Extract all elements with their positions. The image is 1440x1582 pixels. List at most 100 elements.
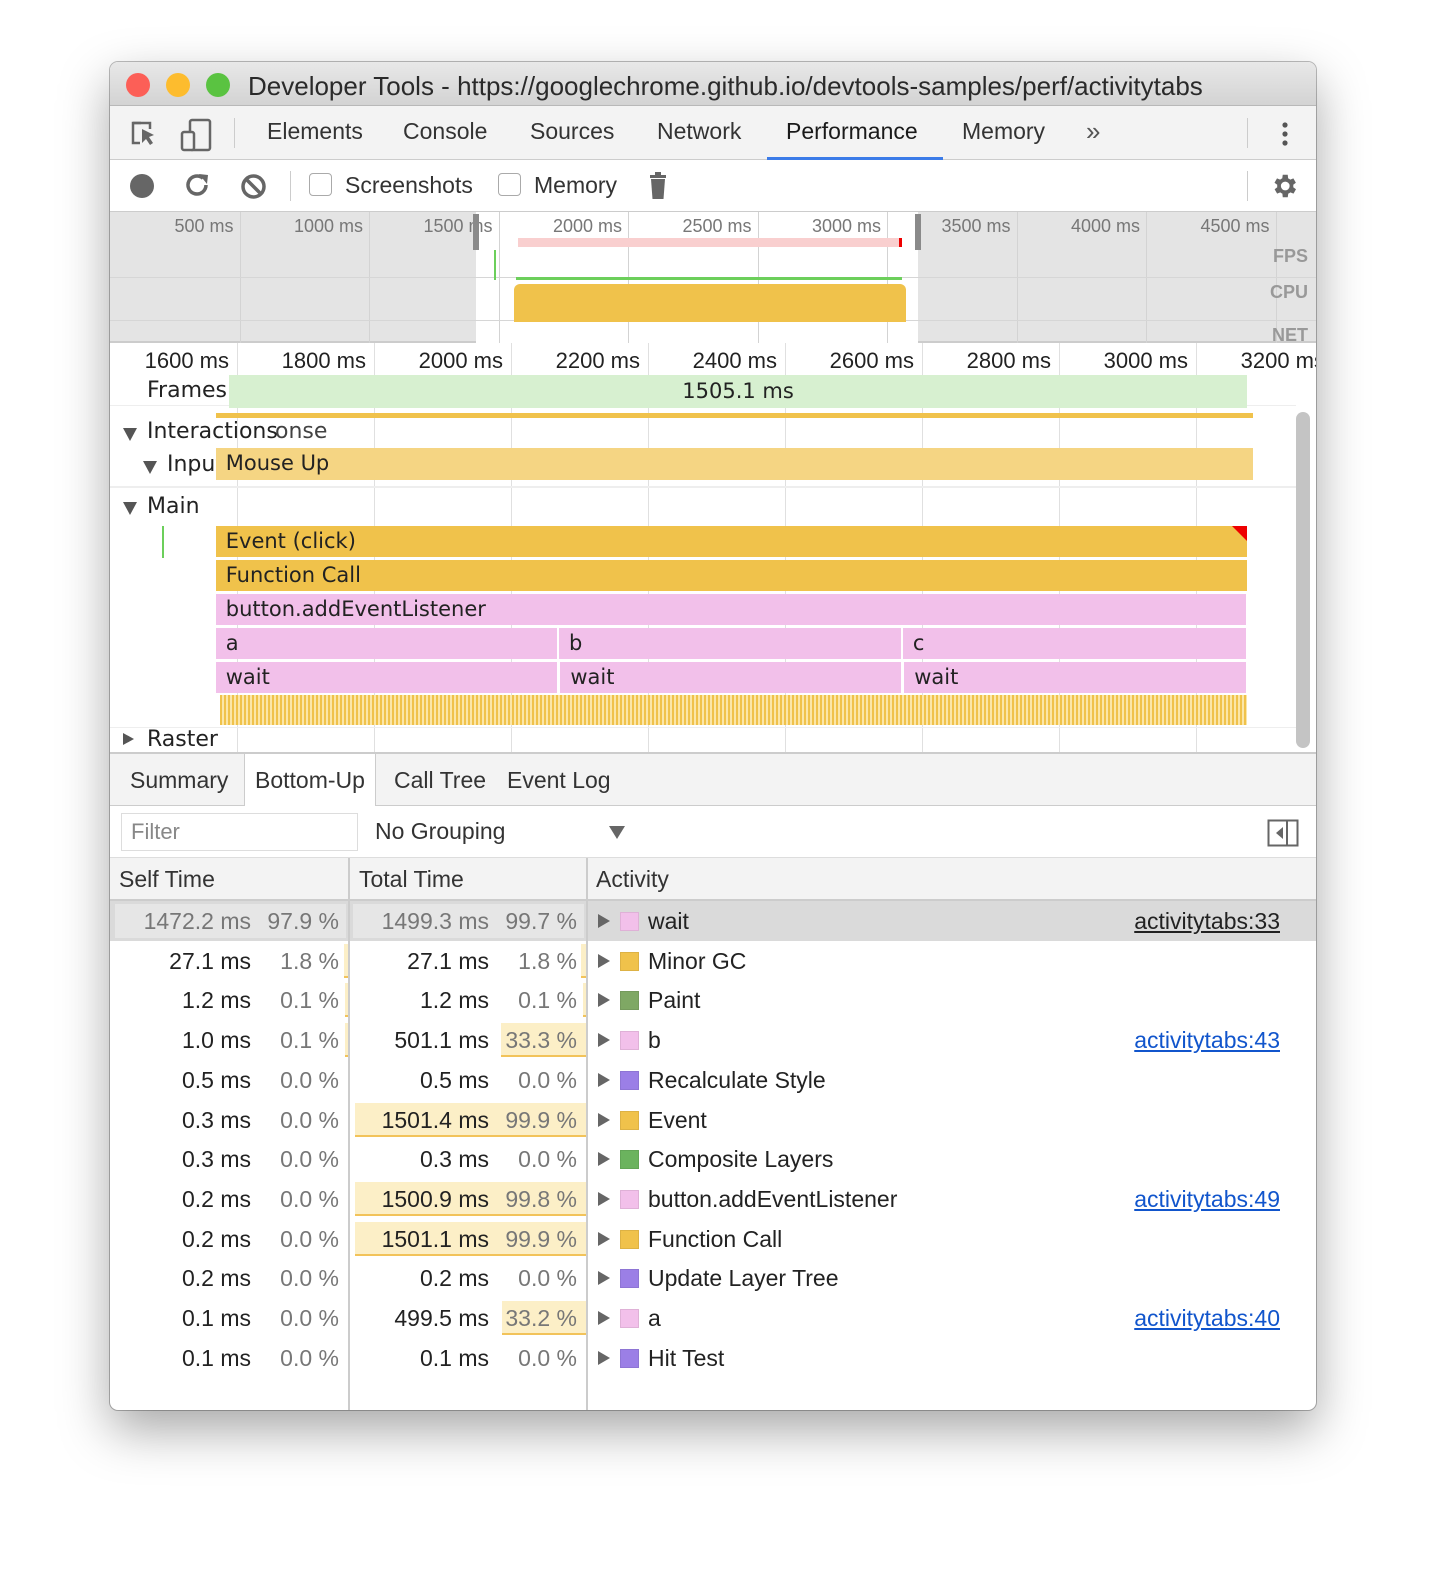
screenshots-checkbox[interactable] bbox=[309, 173, 332, 196]
flame-bar-wait[interactable]: wait bbox=[904, 662, 1246, 693]
flame-bar-button-addeventlistener[interactable]: button.addEventListener bbox=[215, 594, 1246, 625]
tab-performance[interactable]: Performance bbox=[786, 118, 918, 144]
flame-bar-function-call[interactable]: Function Call bbox=[215, 560, 1247, 591]
collapse-main-icon[interactable] bbox=[123, 502, 137, 515]
table-row[interactable]: 27.1 ms 1.8 % 27.1 ms 1.8 % Minor GC bbox=[110, 941, 1316, 981]
table-row[interactable]: 0.1 ms 0.0 % 0.1 ms 0.0 % Hit Test bbox=[110, 1338, 1316, 1378]
flame-bar-wait[interactable]: wait bbox=[560, 662, 901, 693]
tab-bottom-up[interactable]: Bottom-Up bbox=[244, 754, 376, 807]
expand-arrow-icon[interactable] bbox=[598, 1033, 610, 1048]
fps-dropped-frames-bar bbox=[517, 238, 903, 247]
selection-handle-left[interactable] bbox=[472, 214, 479, 250]
expand-arrow-icon[interactable] bbox=[598, 1072, 610, 1087]
self-time-percent: 0.0 % bbox=[280, 1344, 339, 1371]
tab-console[interactable]: Console bbox=[403, 118, 488, 144]
expand-arrow-icon[interactable] bbox=[598, 953, 610, 968]
timeline-tick-label: 2600 ms bbox=[829, 348, 914, 373]
frame-bar[interactable]: 1505.1 ms bbox=[229, 375, 1247, 408]
tab-call-tree[interactable]: Call Tree bbox=[394, 767, 487, 793]
self-time-percent: 0.0 % bbox=[280, 1066, 339, 1093]
flame-bar-wait[interactable]: wait bbox=[215, 662, 557, 693]
table-row[interactable]: 0.3 ms 0.0 % 1501.4 ms 99.9 % Event bbox=[110, 1100, 1316, 1140]
minimize-button[interactable] bbox=[166, 73, 190, 97]
expand-arrow-icon[interactable] bbox=[598, 1231, 610, 1246]
panel-tabs: Elements Console Sources Network Performance… bbox=[110, 106, 1316, 160]
tab-sources[interactable]: Sources bbox=[530, 118, 615, 144]
table-row[interactable]: 1472.2 ms 97.9 % 1499.3 ms 99.7 % wait activi… bbox=[110, 901, 1316, 941]
self-time-percent: 1.8 % bbox=[280, 947, 339, 974]
total-time-bar bbox=[501, 1023, 586, 1058]
expand-raster-icon[interactable] bbox=[123, 733, 134, 745]
cpu-label: CPU bbox=[1269, 282, 1308, 302]
tab-summary[interactable]: Summary bbox=[130, 767, 229, 793]
flame-chart[interactable]: 1600 ms 1800 ms 2000 ms 2200 ms 2400 ms 2600 … bbox=[110, 343, 1316, 752]
tab-memory[interactable]: Memory bbox=[962, 118, 1046, 144]
flame-bar-c[interactable]: c bbox=[902, 628, 1246, 659]
collapse-interactions-icon[interactable] bbox=[123, 428, 137, 441]
timeline-scrollbar[interactable] bbox=[1296, 412, 1310, 748]
tab-elements[interactable]: Elements bbox=[267, 118, 363, 144]
expand-arrow-icon[interactable] bbox=[598, 1112, 610, 1127]
expand-arrow-icon[interactable] bbox=[598, 1311, 610, 1325]
table-row[interactable]: 1.2 ms 0.1 % 1.2 ms 0.1 % Paint bbox=[110, 980, 1316, 1020]
toggle-sidebar-icon[interactable] bbox=[1267, 819, 1299, 847]
expand-arrow-icon[interactable] bbox=[598, 993, 610, 1008]
chevron-down-icon[interactable] bbox=[609, 826, 625, 839]
table-row[interactable]: 0.5 ms 0.0 % 0.5 ms 0.0 % Recalculate Style bbox=[110, 1060, 1316, 1100]
memory-checkbox[interactable] bbox=[498, 173, 521, 196]
self-time-value: 0.2 ms bbox=[181, 1225, 251, 1252]
more-vertical-icon[interactable] bbox=[1275, 120, 1295, 150]
filter-input[interactable] bbox=[121, 813, 358, 851]
close-button[interactable] bbox=[126, 73, 150, 97]
selection-handle-right[interactable] bbox=[915, 214, 922, 250]
reload-icon[interactable] bbox=[184, 172, 212, 200]
expand-arrow-icon[interactable] bbox=[598, 1191, 610, 1206]
record-icon[interactable] bbox=[129, 173, 155, 199]
overview-tick-label: 3500 ms bbox=[941, 216, 1011, 236]
table-row[interactable]: 0.2 ms 0.0 % 1501.1 ms 99.9 % Function Call bbox=[110, 1219, 1316, 1259]
source-link[interactable]: activitytabs:43 bbox=[1134, 1027, 1280, 1054]
clear-icon[interactable] bbox=[240, 173, 267, 200]
total-time-value: 0.2 ms bbox=[419, 1265, 489, 1292]
total-time-value: 1501.4 ms bbox=[381, 1106, 489, 1133]
self-time-header[interactable]: Self Time bbox=[119, 866, 215, 892]
table-row[interactable]: 0.2 ms 0.0 % 1500.9 ms 99.8 % button.addEven… bbox=[110, 1179, 1316, 1219]
activity-name: Minor GC bbox=[648, 947, 747, 974]
tab-network[interactable]: Network bbox=[657, 118, 742, 144]
tab-event-log[interactable]: Event Log bbox=[507, 767, 611, 793]
activity-header[interactable]: Activity bbox=[596, 866, 669, 892]
expand-arrow-icon[interactable] bbox=[598, 1350, 610, 1365]
table-row[interactable]: 0.3 ms 0.0 % 0.3 ms 0.0 % Composite Layers bbox=[110, 1139, 1316, 1179]
device-toolbar-icon[interactable] bbox=[180, 118, 212, 152]
flame-bar-event-click-[interactable]: Event (click) bbox=[215, 526, 1247, 557]
table-row[interactable]: 0.1 ms 0.0 % 499.5 ms 33.2 % a activitytabs:4… bbox=[110, 1298, 1316, 1338]
timeline-overview[interactable]: 500 ms 1000 ms 1500 ms 2000 ms 2500 ms 3000 m… bbox=[110, 212, 1316, 345]
task-slices-row[interactable] bbox=[219, 695, 1247, 725]
expand-arrow-icon[interactable] bbox=[598, 914, 610, 928]
settings-gear-icon[interactable] bbox=[1269, 171, 1299, 201]
table-row[interactable]: 1.0 ms 0.1 % 501.1 ms 33.3 % b activitytabs:4… bbox=[110, 1020, 1316, 1060]
input-event-bar[interactable]: Mouse Up bbox=[215, 448, 1254, 480]
inspect-element-icon[interactable] bbox=[130, 121, 158, 149]
timeline-tick-label: 2000 ms bbox=[418, 348, 503, 373]
self-time-value: 1.2 ms bbox=[181, 987, 251, 1014]
source-link[interactable]: activitytabs:33 bbox=[1134, 908, 1280, 934]
grouping-select[interactable]: No Grouping bbox=[375, 818, 505, 845]
flame-bar-b[interactable]: b bbox=[558, 628, 901, 659]
source-link[interactable]: activitytabs:40 bbox=[1134, 1305, 1280, 1331]
activity-name: b bbox=[648, 1027, 661, 1054]
total-time-header[interactable]: Total Time bbox=[359, 866, 464, 892]
trash-icon[interactable] bbox=[648, 171, 668, 201]
source-link[interactable]: activitytabs:49 bbox=[1134, 1185, 1280, 1212]
expand-arrow-icon[interactable] bbox=[598, 1152, 610, 1167]
zoom-button[interactable] bbox=[206, 73, 230, 97]
chevron-double-right-icon[interactable]: » bbox=[1086, 116, 1101, 146]
timeline-tick-label: 2800 ms bbox=[966, 348, 1051, 373]
total-time-percent: 99.7 % bbox=[505, 908, 577, 934]
collapse-input-icon[interactable] bbox=[143, 461, 157, 474]
overview-tick-label: 4000 ms bbox=[1070, 216, 1140, 236]
table-row[interactable]: 0.2 ms 0.0 % 0.2 ms 0.0 % Update Layer Tree bbox=[110, 1258, 1316, 1298]
expand-arrow-icon[interactable] bbox=[598, 1271, 610, 1286]
activity-name: Composite Layers bbox=[648, 1146, 834, 1173]
flame-bar-a[interactable]: a bbox=[215, 628, 557, 659]
